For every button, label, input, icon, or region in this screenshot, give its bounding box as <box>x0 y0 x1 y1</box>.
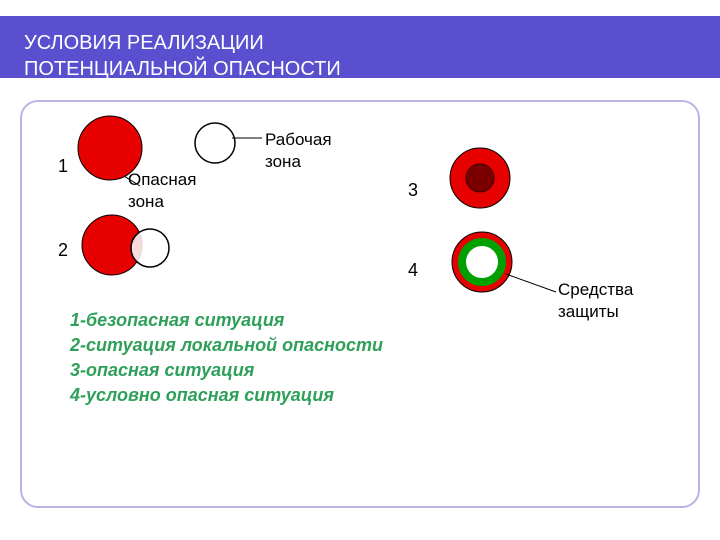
diagram-svg <box>0 0 720 540</box>
s3-inner-circle <box>466 164 494 192</box>
label-num-4: 4 <box>408 260 418 281</box>
label-danger-zone-l1: Опасная <box>128 170 196 190</box>
legend-line-4: 4-условно опасная ситуация <box>70 385 334 406</box>
label-danger-zone-l2: зона <box>128 192 164 212</box>
legend-line-1: 1-безопасная ситуация <box>70 310 284 331</box>
label-num-3: 3 <box>408 180 418 201</box>
label-num-2: 2 <box>58 240 68 261</box>
label-num-1: 1 <box>58 156 68 177</box>
label-work-zone-l2: зона <box>265 152 301 172</box>
label-work-zone-l1: Рабочая <box>265 130 332 150</box>
s1-work-circle <box>195 123 235 163</box>
legend-line-3: 3-опасная ситуация <box>70 360 254 381</box>
s2-work-circle <box>131 229 169 267</box>
legend-line-2: 2-ситуация локальной опасности <box>70 335 383 356</box>
label-protection-l2: защиты <box>558 302 619 322</box>
s4-center-circle <box>473 253 491 271</box>
callout-line-protection <box>506 274 556 292</box>
label-protection-l1: Средства <box>558 280 633 300</box>
